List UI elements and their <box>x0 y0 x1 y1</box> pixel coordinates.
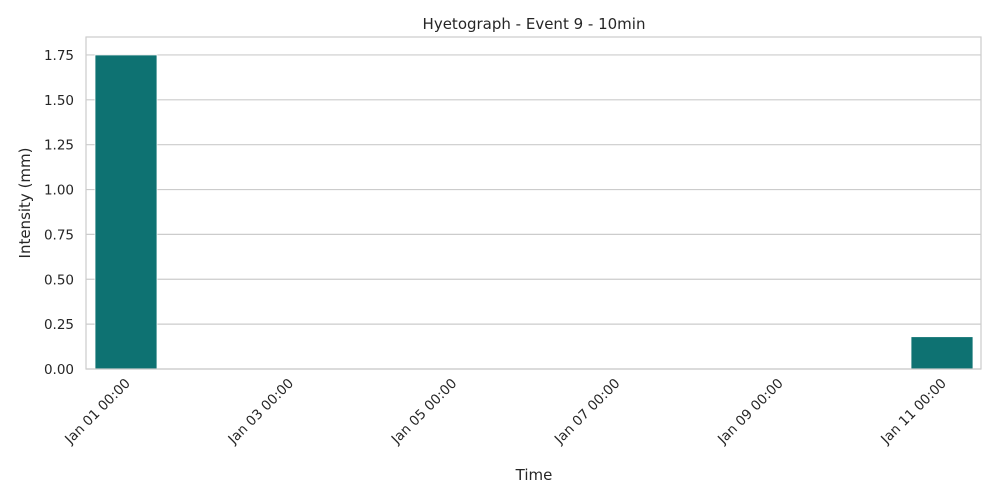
x-tick-label: Jan 05 00:00 <box>388 376 460 448</box>
y-tick-label: 1.75 <box>44 48 74 64</box>
y-tick-label: 1.25 <box>44 138 74 154</box>
x-axis-label: Time <box>515 466 553 484</box>
y-tick-label: 1.00 <box>44 183 74 199</box>
y-tick-label: 0.75 <box>44 227 74 243</box>
y-axis-label: Intensity (mm) <box>16 148 34 259</box>
y-tick-labels: 0.00 0.25 0.50 0.75 1.00 1.25 1.50 1.75 <box>44 48 74 378</box>
bars <box>94 54 974 370</box>
y-tick-label: 0.00 <box>44 362 74 378</box>
bar <box>910 336 974 370</box>
x-tick-label: Jan 07 00:00 <box>551 376 623 448</box>
x-tick-label: Jan 11 00:00 <box>877 376 949 448</box>
y-tick-label: 0.50 <box>44 272 74 288</box>
x-tick-labels: Jan 01 00:00 Jan 03 00:00 Jan 05 00:00 Jan … <box>61 376 949 448</box>
bar <box>94 54 158 370</box>
y-tick-label: 1.50 <box>44 93 74 109</box>
x-tick-label: Jan 09 00:00 <box>714 376 786 448</box>
x-tick-label: Jan 03 00:00 <box>225 376 297 448</box>
grid-lines <box>86 54 981 370</box>
y-tick-label: 0.25 <box>44 317 74 333</box>
plot-frame <box>85 36 982 370</box>
x-tick-label: Jan 01 00:00 <box>61 376 133 448</box>
chart-title: Hyetograph - Event 9 - 10min <box>423 15 646 33</box>
